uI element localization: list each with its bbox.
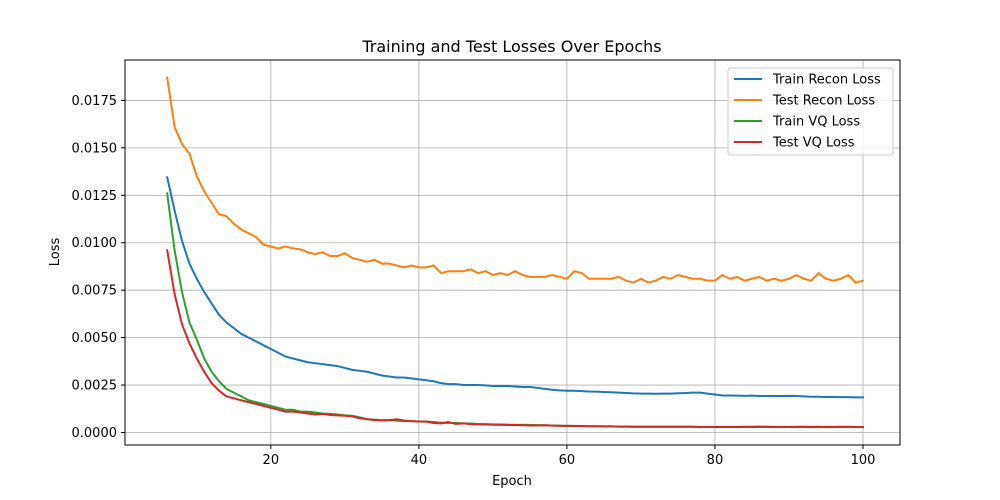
y-axis-label: Loss [48,238,63,267]
x-axis-ticks: 20 40 60 80 100 [263,445,876,468]
series-line-test-recon-loss [166,76,865,284]
y-tick-label: 0.0150 [72,141,118,156]
chart-title: Training and Test Losses Over Epochs [361,37,661,56]
y-tick-label: 0.0100 [72,236,118,251]
x-axis-label: Epoch [492,474,532,489]
legend-label-test-vq-loss: Test VQ Loss [772,136,855,151]
y-tick-label: 0.0075 [72,284,118,299]
series-line-train-recon-loss [165,176,864,399]
x-tick-label: 80 [707,453,724,468]
legend-box [727,67,894,156]
plot-frame [124,59,901,446]
y-tick-label: 0.0175 [72,94,118,109]
gridlines [125,60,900,445]
series-line-test-vq-loss [166,249,865,429]
y-tick-label: 0.0000 [72,426,118,441]
legend-label-test-recon-loss: Test Recon Loss [772,94,875,109]
legend: Train Recon Loss Test Recon Loss Train VQ … [727,67,894,156]
x-tick-label: 100 [851,453,876,468]
x-tick-label: 20 [263,453,280,468]
y-tick-label: 0.0025 [72,379,118,394]
legend-label-train-vq-loss: Train VQ Loss [772,115,860,130]
legend-label-train-recon-loss: Train Recon Loss [772,73,881,88]
x-tick-label: 40 [411,453,428,468]
y-axis-ticks: 0.0000 0.0025 0.0050 0.0075 0.0100 0.0125 0.01… [72,94,125,441]
x-tick-label: 60 [559,453,576,468]
y-tick-label: 0.0050 [72,331,118,346]
series-lines [165,76,865,429]
y-tick-label: 0.0125 [72,189,118,204]
